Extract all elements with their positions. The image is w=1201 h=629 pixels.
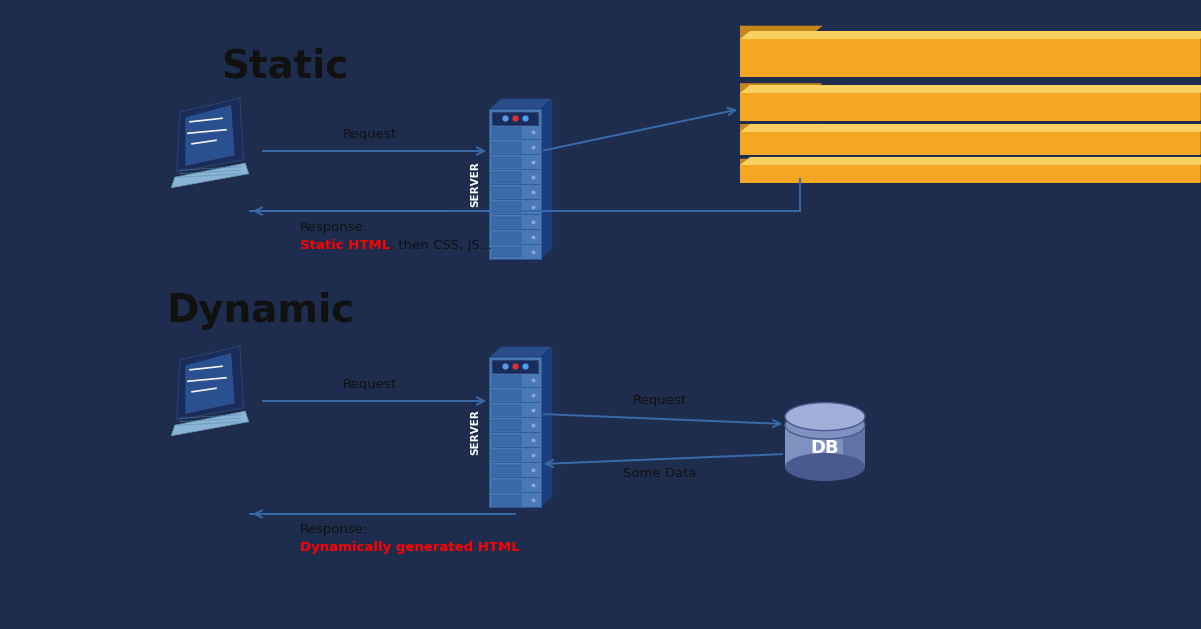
FancyBboxPatch shape <box>492 202 520 213</box>
Text: Some Data: Some Data <box>623 467 697 480</box>
Text: Dynamically generated HTML: Dynamically generated HTML <box>300 541 520 554</box>
Polygon shape <box>740 31 1201 39</box>
FancyBboxPatch shape <box>492 495 520 506</box>
Text: Response:: Response: <box>300 221 369 234</box>
Text: Request: Request <box>343 128 398 141</box>
FancyBboxPatch shape <box>492 360 538 373</box>
FancyBboxPatch shape <box>492 375 520 386</box>
FancyBboxPatch shape <box>492 465 520 476</box>
Text: Request: Request <box>343 378 398 391</box>
Polygon shape <box>740 39 1200 77</box>
FancyBboxPatch shape <box>492 127 520 138</box>
Text: Dynamic: Dynamic <box>166 292 354 330</box>
FancyBboxPatch shape <box>492 142 520 152</box>
Polygon shape <box>177 98 244 172</box>
FancyBboxPatch shape <box>492 112 520 123</box>
Polygon shape <box>489 99 552 109</box>
Ellipse shape <box>785 411 865 439</box>
Polygon shape <box>177 346 244 420</box>
Text: Static: Static <box>221 48 348 86</box>
Ellipse shape <box>785 453 865 481</box>
Text: DB: DB <box>811 439 839 457</box>
Text: Response:: Response: <box>300 523 369 536</box>
Bar <box>843 425 865 467</box>
Polygon shape <box>540 99 552 259</box>
Text: Static HTML: Static HTML <box>300 239 390 252</box>
Text: , then CSS, JS...: , then CSS, JS... <box>390 239 492 252</box>
Text: Request: Request <box>633 394 687 407</box>
Polygon shape <box>489 347 552 357</box>
Polygon shape <box>489 357 540 507</box>
Polygon shape <box>740 159 823 165</box>
Text: SERVER: SERVER <box>470 161 480 207</box>
Polygon shape <box>185 353 234 414</box>
FancyBboxPatch shape <box>492 157 520 167</box>
Bar <box>785 425 865 467</box>
Polygon shape <box>740 85 1201 93</box>
FancyBboxPatch shape <box>492 232 520 243</box>
Polygon shape <box>740 132 1200 155</box>
FancyBboxPatch shape <box>492 390 520 401</box>
FancyBboxPatch shape <box>492 247 520 257</box>
Polygon shape <box>749 124 1201 147</box>
Polygon shape <box>185 105 234 166</box>
FancyBboxPatch shape <box>492 360 520 370</box>
Polygon shape <box>540 347 552 507</box>
FancyBboxPatch shape <box>492 217 520 228</box>
Polygon shape <box>740 93 1200 121</box>
FancyBboxPatch shape <box>492 172 520 182</box>
Polygon shape <box>740 165 1200 183</box>
Polygon shape <box>172 411 249 436</box>
Polygon shape <box>749 85 1201 113</box>
Ellipse shape <box>785 403 865 431</box>
FancyBboxPatch shape <box>492 112 538 125</box>
Polygon shape <box>489 109 540 259</box>
Polygon shape <box>740 26 823 39</box>
FancyBboxPatch shape <box>492 435 520 445</box>
FancyBboxPatch shape <box>492 450 520 460</box>
Polygon shape <box>749 31 1201 69</box>
Polygon shape <box>172 163 249 188</box>
FancyBboxPatch shape <box>492 480 520 491</box>
FancyBboxPatch shape <box>492 405 520 416</box>
Polygon shape <box>740 157 1201 165</box>
Text: SERVER: SERVER <box>470 409 480 455</box>
Polygon shape <box>749 157 1201 175</box>
Polygon shape <box>740 124 1201 132</box>
Polygon shape <box>740 83 823 93</box>
FancyBboxPatch shape <box>492 420 520 430</box>
Polygon shape <box>740 124 823 132</box>
FancyBboxPatch shape <box>492 187 520 198</box>
